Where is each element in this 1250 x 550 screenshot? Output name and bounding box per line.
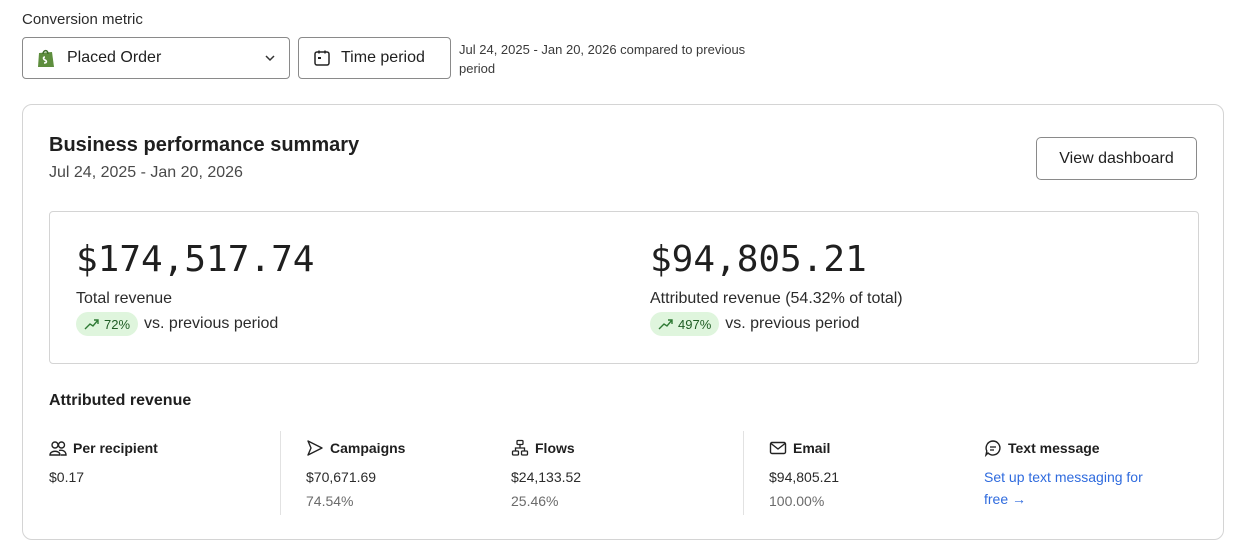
selected-metric: Placed Order (67, 49, 162, 66)
campaigns-label: Campaigns (330, 440, 406, 456)
view-dashboard-button[interactable]: View dashboard (1036, 137, 1197, 180)
attributed-revenue-title: Attributed revenue (49, 392, 192, 409)
total-revenue-label: Total revenue (76, 290, 173, 307)
comparison-period-note: Jul 24, 2025 - Jan 20, 2026 compared to … (459, 42, 746, 76)
column-divider (743, 431, 744, 515)
time-period-button[interactable]: Time period (298, 37, 451, 79)
campaigns-column: Campaigns $70,671.69 74.54% (306, 439, 405, 509)
trend-up-icon (84, 319, 99, 330)
flows-percent: 25.46% (511, 493, 559, 509)
calendar-icon (313, 49, 331, 67)
total-change-suffix: vs. previous period (144, 315, 279, 332)
text-message-label: Text message (1008, 440, 1100, 456)
attributed-revenue-trend: 497% vs. previous period (650, 312, 903, 336)
email-icon (769, 441, 787, 455)
time-period-label: Time period (341, 49, 425, 66)
attributed-revenue-label: Attributed revenue (54.32% of total) (650, 290, 903, 307)
text-message-column: Text message Set up text messaging for f… (984, 439, 1164, 510)
flows-column: Flows $24,133.52 25.46% (511, 439, 581, 509)
chevron-down-icon (263, 51, 277, 65)
per-recipient-value: $0.17 (49, 469, 85, 485)
per-recipient-column: Per recipient $0.17 (49, 439, 158, 485)
flows-label: Flows (535, 440, 575, 456)
chat-bubble-icon (984, 440, 1001, 457)
total-revenue-value: $174,517.74 (76, 239, 315, 280)
metric-label: Conversion metric (22, 11, 143, 28)
attributed-revenue-value: $94,805.21 (650, 239, 867, 280)
revenue-stats-box: $174,517.74 Total revenue 72% vs. previo… (49, 211, 1199, 364)
card-title: Business performance summary (49, 134, 360, 156)
total-revenue-trend: 72% vs. previous period (76, 312, 314, 336)
total-change-value: 72% (104, 316, 131, 332)
business-performance-card: Business performance summary Jul 24, 202… (22, 104, 1224, 540)
send-icon (307, 440, 323, 456)
conversion-metric-select[interactable]: Placed Order (22, 37, 290, 79)
flows-icon (511, 439, 529, 456)
attributed-change-suffix: vs. previous period (725, 315, 860, 332)
email-column: Email $94,805.21 100.00% (769, 439, 839, 509)
attributed-change-value: 497% (678, 316, 712, 332)
total-revenue-stat: $174,517.74 Total revenue 72% vs. previo… (76, 239, 314, 336)
setup-text-messaging-link[interactable]: Set up text messaging for free → (984, 469, 1143, 507)
shopify-bag-icon (37, 48, 55, 68)
column-divider (280, 431, 281, 515)
email-percent: 100.00% (769, 493, 825, 509)
card-date-range: Jul 24, 2025 - Jan 20, 2026 (49, 164, 243, 181)
trend-up-icon (658, 319, 673, 330)
campaigns-percent: 74.54% (306, 493, 354, 509)
people-icon (49, 441, 67, 456)
attributed-change-badge: 497% (650, 312, 720, 336)
flows-value: $24,133.52 (511, 469, 582, 485)
email-value: $94,805.21 (769, 469, 840, 485)
campaigns-value: $70,671.69 (306, 469, 377, 485)
per-recipient-label: Per recipient (73, 440, 158, 456)
total-change-badge: 72% (76, 312, 139, 336)
attributed-revenue-stat: $94,805.21 Attributed revenue (54.32% of… (650, 239, 903, 336)
email-label: Email (793, 440, 831, 456)
